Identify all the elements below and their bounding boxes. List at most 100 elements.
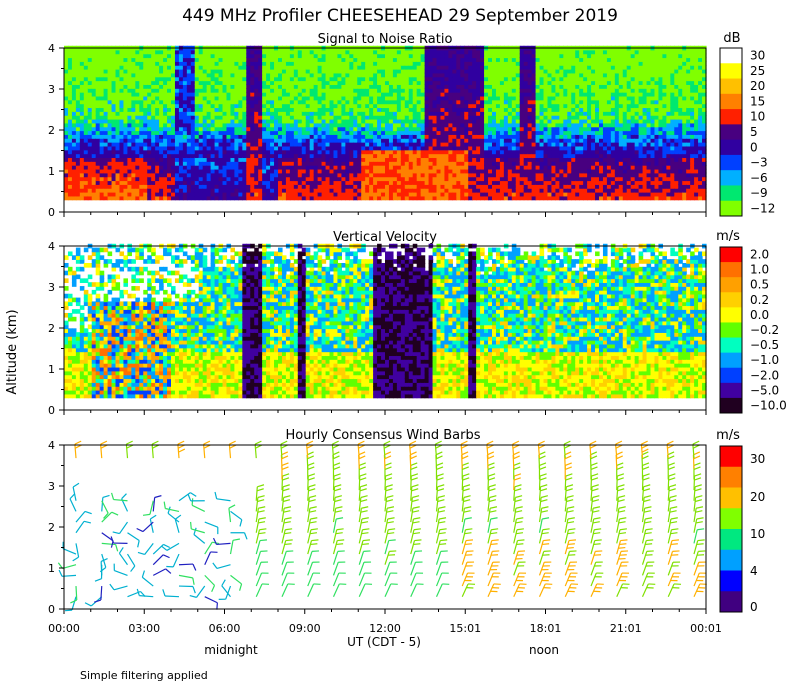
- snr-cell: [99, 134, 105, 139]
- snr-cell: [163, 157, 168, 162]
- snr-cell: [123, 180, 129, 185]
- snr-cell: [103, 172, 109, 178]
- snr-cell: [75, 64, 81, 70]
- snr-cell: [91, 53, 97, 59]
- snr-cell: [190, 138, 196, 143]
- snr-cell: [178, 180, 184, 185]
- snr-cell: [198, 145, 204, 151]
- snr-cell: [218, 122, 224, 128]
- snr-cell: [143, 118, 148, 124]
- snr-cell: [167, 72, 172, 78]
- snr-cell: [167, 68, 172, 74]
- snr-cell: [123, 80, 129, 85]
- snr-cell: [119, 153, 125, 159]
- snr-cell: [103, 76, 109, 82]
- snr-cell: [155, 122, 160, 128]
- snr-cell: [226, 88, 232, 93]
- snr-cell: [91, 99, 97, 105]
- snr-cell: [178, 134, 184, 139]
- snr-cell: [111, 68, 117, 74]
- snr-cell: [83, 88, 89, 93]
- snr-cell: [64, 191, 69, 197]
- snr-cell: [111, 122, 117, 128]
- snr-cell: [230, 164, 236, 170]
- snr-cell: [131, 168, 136, 174]
- snr-cell: [127, 103, 132, 109]
- snr-cell: [234, 72, 239, 78]
- snr-cell: [64, 168, 69, 174]
- snr-cell: [167, 130, 172, 135]
- snr-cell: [115, 187, 121, 193]
- snr-cell: [107, 68, 113, 74]
- snr-cell: [214, 118, 220, 124]
- snr-cell: [103, 184, 109, 189]
- snr-cell: [115, 161, 121, 166]
- snr-cell: [67, 141, 73, 147]
- snr-cell: [210, 130, 216, 135]
- snr-cell: [159, 172, 164, 178]
- snr-cell: [71, 164, 77, 170]
- snr-cell: [234, 157, 239, 162]
- snr-cell: [147, 49, 152, 55]
- snr-cell: [75, 61, 81, 66]
- snr-cell: [103, 149, 109, 155]
- snr-cell: [103, 176, 109, 182]
- snr-cell: [103, 164, 109, 170]
- snr-cell: [194, 176, 200, 182]
- snr-cell: [234, 111, 239, 116]
- snr-cell: [91, 164, 97, 170]
- snr-cell: [67, 172, 73, 178]
- snr-cell: [206, 57, 212, 62]
- snr-cell: [226, 168, 232, 174]
- snr-cell: [202, 172, 208, 178]
- snr-cell: [107, 187, 113, 193]
- snr-cell: [115, 76, 121, 82]
- snr-cell: [194, 64, 200, 70]
- snr-cell: [151, 172, 156, 178]
- snr-cell: [167, 157, 172, 162]
- snr-cell: [222, 195, 228, 201]
- snr-cell: [155, 68, 160, 74]
- snr-cell: [218, 91, 224, 97]
- snr-cell: [107, 57, 113, 62]
- snr-cell: [99, 122, 105, 128]
- snr-cell: [238, 130, 243, 135]
- snr-cell: [123, 118, 129, 124]
- snr-cell: [64, 107, 69, 112]
- snr-cell: [167, 195, 172, 201]
- snr-cell: [75, 149, 81, 155]
- snr-cell: [107, 184, 113, 189]
- snr-cell: [155, 99, 160, 105]
- snr-cell: [111, 141, 117, 147]
- snr-cell: [123, 64, 129, 70]
- snr-cell: [87, 145, 93, 151]
- snr-cell: [202, 180, 208, 185]
- snr-cell: [131, 103, 136, 109]
- snr-cell: [198, 76, 204, 82]
- snr-cell: [131, 164, 136, 170]
- snr-cell: [139, 141, 144, 147]
- snr-cell: [222, 168, 228, 174]
- snr-cell: [206, 49, 212, 55]
- snr-cell: [115, 180, 121, 185]
- snr-cell: [115, 114, 121, 120]
- snr-cell: [226, 118, 232, 124]
- snr-cell: [95, 195, 101, 201]
- snr-cell: [79, 122, 85, 128]
- snr-cell: [111, 184, 117, 189]
- snr-cell: [174, 61, 180, 66]
- snr-cell: [210, 138, 216, 143]
- snr-cell: [71, 107, 77, 112]
- snr-cell: [64, 61, 69, 66]
- snr-cell: [159, 153, 164, 159]
- snr-cell: [111, 164, 117, 170]
- snr-cell: [127, 57, 132, 62]
- snr-cell: [238, 107, 243, 112]
- snr-cell: [167, 76, 172, 82]
- snr-cell: [75, 172, 81, 178]
- snr-cell: [64, 172, 69, 178]
- snr-cell: [234, 126, 239, 132]
- snr-cell: [167, 95, 172, 101]
- snr-cell: [139, 49, 144, 55]
